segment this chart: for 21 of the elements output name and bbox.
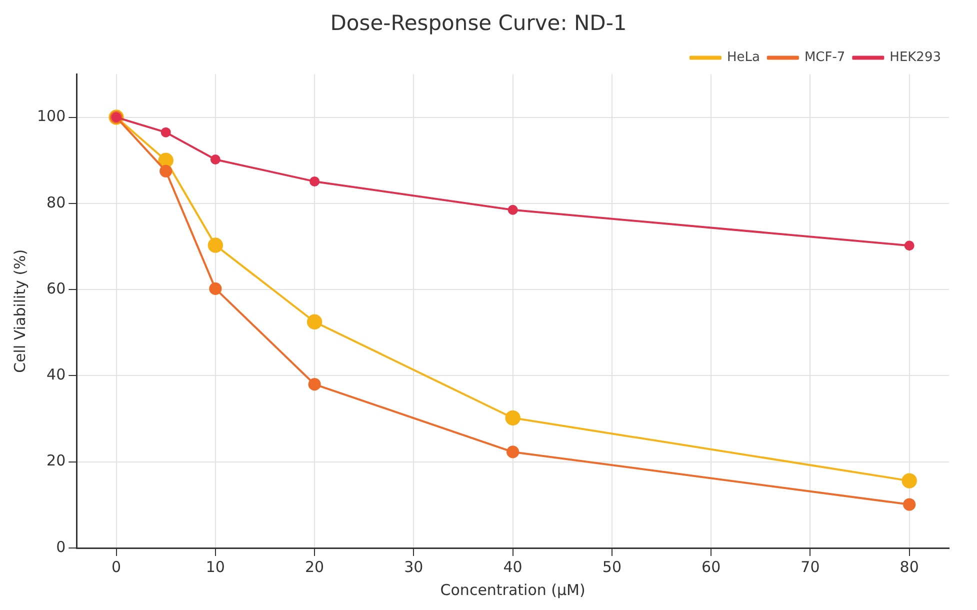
x-tick-label: 70 [800,558,820,576]
chart-title: Dose-Response Curve: ND-1 [330,11,627,36]
legend-label: MCF-7 [804,50,846,66]
x-tick-label: 60 [702,558,721,576]
x-tick-label: 10 [206,558,225,576]
x-tick-label: 0 [112,558,122,576]
y-tick-label: 0 [56,538,66,556]
x-tick-label: 40 [503,558,522,576]
x-tick-label: 30 [404,558,424,576]
y-tick-label: 80 [46,193,66,212]
y-tick-label: 60 [46,279,66,298]
y-tick-label: 20 [46,452,66,470]
legend-label: HeLa [726,50,760,66]
x-tick-label: 50 [602,558,622,576]
x-tick-label: 20 [305,558,324,576]
y-tick-label: 100 [36,107,66,126]
y-tick-label: 40 [46,366,66,384]
x-axis-title: Concentration (μM) [440,580,586,599]
x-tick-label: 80 [900,558,919,576]
y-axis-title: Cell Viability (%) [10,249,29,373]
legend-label: HEK293 [890,50,941,66]
